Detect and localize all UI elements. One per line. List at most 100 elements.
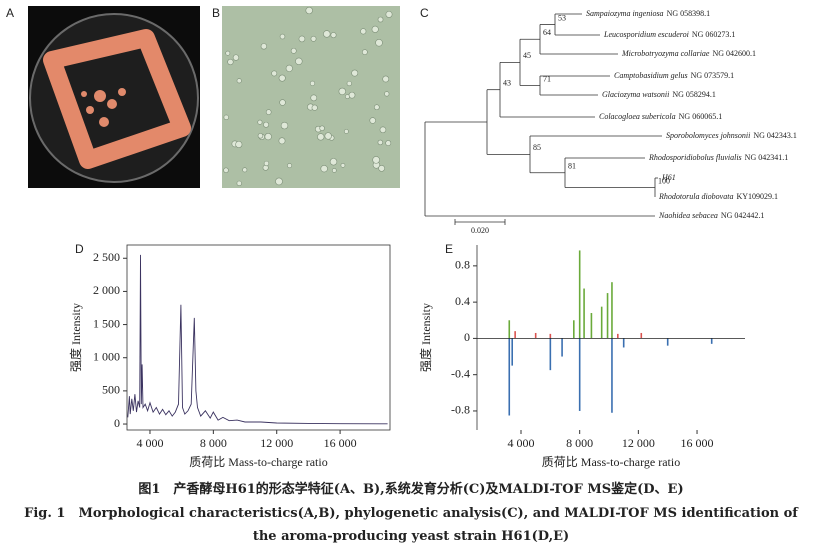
spectra: D 0 500 1 000 1 500 2 000 2 500 4 000 8 000 12 00… <box>68 242 745 469</box>
cell <box>280 121 289 130</box>
bootstrap: 71 <box>543 74 551 83</box>
cell <box>360 28 367 35</box>
y-tick-label: 1 000 <box>93 349 120 363</box>
cell <box>295 57 303 66</box>
cell <box>329 158 338 166</box>
cell <box>271 70 278 77</box>
cell <box>309 80 316 86</box>
plot-frame <box>126 244 391 431</box>
accession: NG 060065.1 <box>679 112 723 121</box>
leaf-label: Microbotryozyma collariae NG 042600.1 <box>621 49 756 58</box>
bootstrap: 43 <box>503 79 511 88</box>
bootstrap: 53 <box>558 13 566 22</box>
species: Camptobasidium gelus <box>614 71 688 80</box>
species: Sampaiozyma ingeniosa <box>586 9 664 18</box>
x-tick-label: 16 000 <box>681 436 714 450</box>
cell <box>385 10 393 18</box>
cell <box>338 87 346 96</box>
cell <box>361 49 368 55</box>
panel-label: C <box>420 6 429 20</box>
cell <box>257 133 264 139</box>
leaf-label: Sporobolomyces johnsonii NG 042343.1 <box>666 131 797 140</box>
x-tick-label: 4 000 <box>136 436 163 450</box>
accession: NG 060273.1 <box>692 30 736 39</box>
accession: NG 058294.1 <box>672 90 716 99</box>
cell <box>317 133 325 141</box>
cell <box>236 180 242 186</box>
cell <box>305 6 313 15</box>
species: Rhodotorula diobovata <box>658 192 733 201</box>
cell <box>278 74 286 82</box>
colony <box>107 99 117 109</box>
caption-en: Fig. 1 Morphological characteristics(A,B… <box>24 506 798 544</box>
leaf-label: Camptobasidium gelus NG 073579.1 <box>614 71 734 80</box>
figure: A B C 53 64 71 45 43 100 81 85 Sampaiozyma ingen… <box>6 6 797 469</box>
accession: NG 042343.1 <box>753 131 797 140</box>
cell <box>382 75 390 83</box>
y-axis-label: 强度 Intensity <box>68 303 83 372</box>
panel-label: E <box>445 242 453 256</box>
cell <box>346 80 352 87</box>
cell <box>242 167 248 173</box>
panel-label: D <box>75 242 84 256</box>
bootstrap: 81 <box>568 162 576 171</box>
species: Rhodosporidiobolus fluvialis <box>648 153 742 162</box>
cell <box>225 50 231 56</box>
colony <box>99 117 109 127</box>
accession: NG 042442.1 <box>721 211 765 220</box>
x-tick-label: 16 000 <box>324 436 357 450</box>
y-tick-label: 2 000 <box>93 283 120 297</box>
x-tick-label: 12 000 <box>622 436 655 450</box>
cell <box>311 104 318 111</box>
cell <box>310 94 318 102</box>
colony <box>86 106 94 114</box>
bootstrap: 45 <box>523 51 531 60</box>
species: Naohidea sebacea <box>658 211 718 220</box>
species: Sporobolomyces johnsonii <box>666 131 750 140</box>
cell <box>375 38 383 47</box>
cell <box>379 126 387 134</box>
scale-label: 0.020 <box>471 226 489 235</box>
cell <box>298 35 306 43</box>
y-axis-label: 强度 Intensity <box>418 303 433 372</box>
colony-ring <box>43 29 191 169</box>
cell <box>377 139 384 146</box>
panel-label: B <box>212 6 220 20</box>
cell <box>371 25 379 33</box>
cell <box>348 91 356 99</box>
cell <box>369 117 376 124</box>
leaf-label: Colacogloea subericola NG 060065.1 <box>599 112 722 121</box>
y-tick-label: 0 <box>114 416 120 430</box>
cell <box>384 91 390 97</box>
cell <box>378 165 385 172</box>
cell <box>290 47 297 54</box>
cell <box>343 129 349 134</box>
cell <box>323 30 331 38</box>
cell <box>351 69 359 77</box>
leaf-label: Naohidea sebacea NG 042442.1 <box>658 211 764 220</box>
cell <box>285 64 293 72</box>
cell <box>263 121 270 128</box>
species: Colacogloea subericola <box>599 112 676 121</box>
cell <box>260 43 268 50</box>
cell <box>257 119 263 125</box>
cell <box>232 54 240 61</box>
cell <box>287 163 293 169</box>
cell <box>372 156 380 164</box>
cell <box>373 104 380 111</box>
cell <box>330 32 337 39</box>
cell <box>279 99 286 106</box>
cell <box>331 168 337 173</box>
y-tick-label: 2 500 <box>93 250 120 264</box>
cell <box>275 177 283 186</box>
cell <box>340 163 346 168</box>
leaf-label: Leucosporidium escuderoi NG 060273.1 <box>603 30 735 39</box>
y-tick-label: 0.8 <box>455 258 470 272</box>
bootstrap: 85 <box>533 143 541 152</box>
leaf-label: H61 <box>661 173 676 182</box>
x-axis-label: 质荷比 Mass-to-charge ratio <box>189 455 327 469</box>
species: Leucosporidium escuderoi <box>603 30 689 39</box>
cell <box>320 165 328 173</box>
